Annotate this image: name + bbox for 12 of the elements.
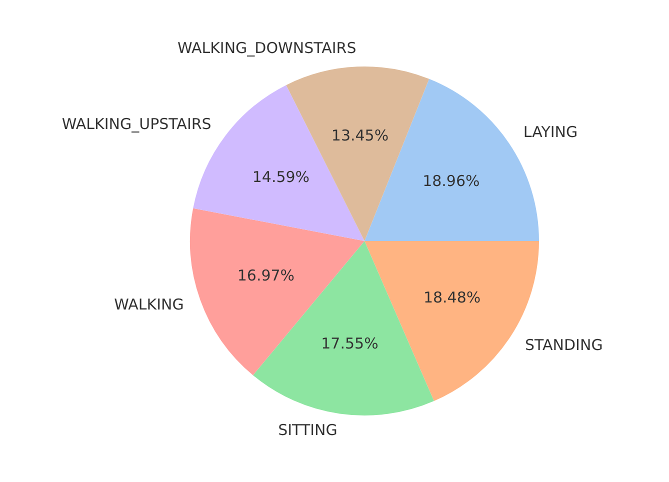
- data-label: 16.97%: [237, 266, 295, 284]
- data-label: 17.55%: [321, 334, 378, 353]
- data-label: 18.48%: [423, 288, 481, 306]
- slice-label: WALKING: [114, 296, 184, 314]
- data-label: 18.96%: [422, 172, 480, 190]
- slice-label: WALKING_UPSTAIRS: [62, 115, 212, 134]
- data-label: 14.59%: [252, 168, 310, 186]
- data-label: 13.45%: [331, 126, 389, 144]
- slice-label: STANDING: [525, 336, 603, 354]
- slice-label: WALKING_DOWNSTAIRS: [177, 39, 356, 58]
- slice-label: LAYING: [523, 123, 578, 142]
- slice-label: SITTING: [278, 420, 338, 439]
